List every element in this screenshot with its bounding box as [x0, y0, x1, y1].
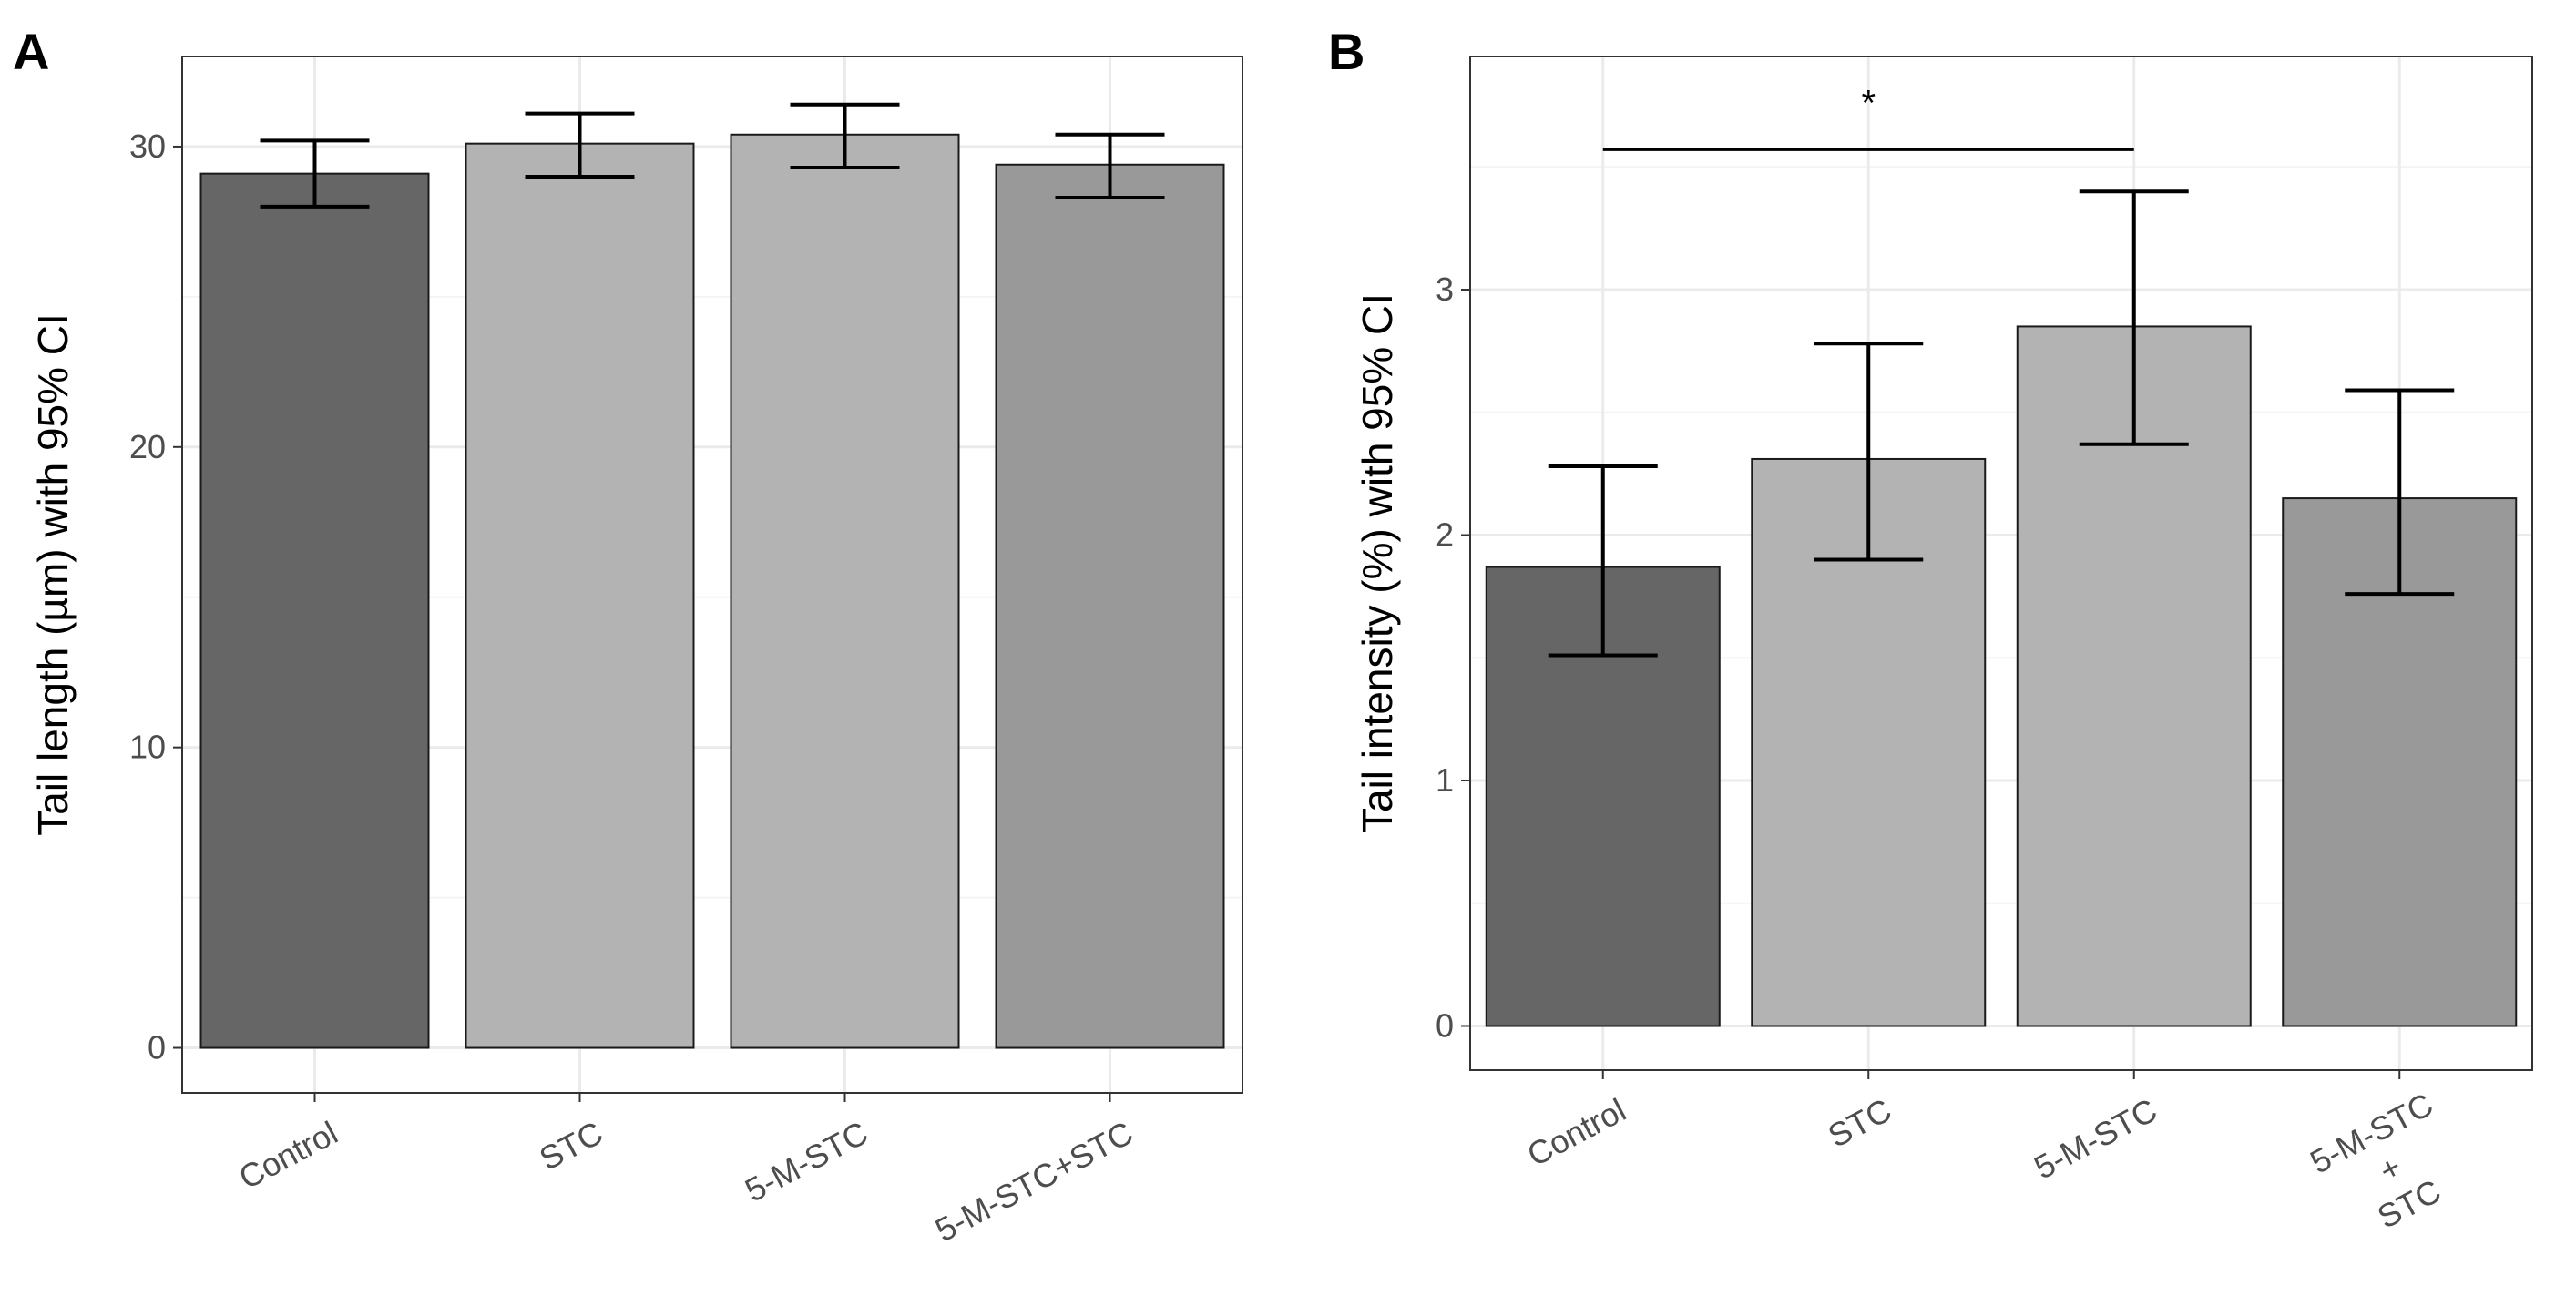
x-category-label: STC	[533, 1114, 608, 1178]
error-bar	[790, 102, 900, 170]
error-bar	[260, 138, 370, 209]
error-bar	[1055, 132, 1165, 200]
error-bar	[1814, 342, 1924, 562]
bar-5-m-stc	[730, 133, 960, 1049]
plot-border	[1469, 56, 2533, 1071]
bar-control	[199, 172, 430, 1049]
x-category-label-line: +	[2373, 1148, 2407, 1189]
x-category-label: 5-M-STC	[2028, 1091, 2162, 1187]
error-bar	[1548, 464, 1658, 658]
y-axis-title: Tail intensity (%) with 95% CI	[1354, 293, 1401, 833]
y-tick-label: 2	[1436, 516, 1454, 554]
x-category-label: Control	[233, 1114, 344, 1197]
y-tick-label: 3	[1436, 270, 1454, 308]
panel-letter: B	[1328, 23, 1365, 80]
x-category-label-line: STC	[2371, 1172, 2447, 1236]
bar-5-m-stc-stc	[995, 163, 1225, 1049]
error-bar	[2079, 189, 2189, 446]
panel-a-tail-length-chart: 0 10 20 30 Control STC 5-M-STC 5-M-STC+STC Tail …	[13, 23, 1243, 1249]
y-tick-label: 10	[129, 729, 166, 766]
y-tick-label: 20	[129, 428, 166, 465]
plot-border	[181, 56, 1243, 1094]
x-category-label: 5-M-STC	[739, 1114, 874, 1209]
error-bar	[525, 111, 635, 179]
y-tick-label: 0	[148, 1029, 166, 1066]
error-bar	[2345, 388, 2455, 597]
x-category-label: 5-M-STC+STC	[2304, 1086, 2476, 1251]
bar-stc	[465, 142, 695, 1049]
x-category-label: 5-M-STC+STC	[929, 1114, 1139, 1249]
y-axis-title: Tail length (µm) with 95% CI	[29, 313, 77, 836]
y-tick-label: 30	[129, 128, 166, 165]
x-category-label-line: 5-M-STC	[2304, 1086, 2438, 1181]
y-tick-label: 0	[1436, 1006, 1454, 1044]
x-category-label: STC	[1822, 1091, 1897, 1155]
x-category-label: Control	[1521, 1091, 1632, 1174]
panel-letter: A	[13, 23, 49, 80]
significance-marker: *	[1861, 83, 1876, 123]
y-tick-label: 1	[1436, 761, 1454, 799]
